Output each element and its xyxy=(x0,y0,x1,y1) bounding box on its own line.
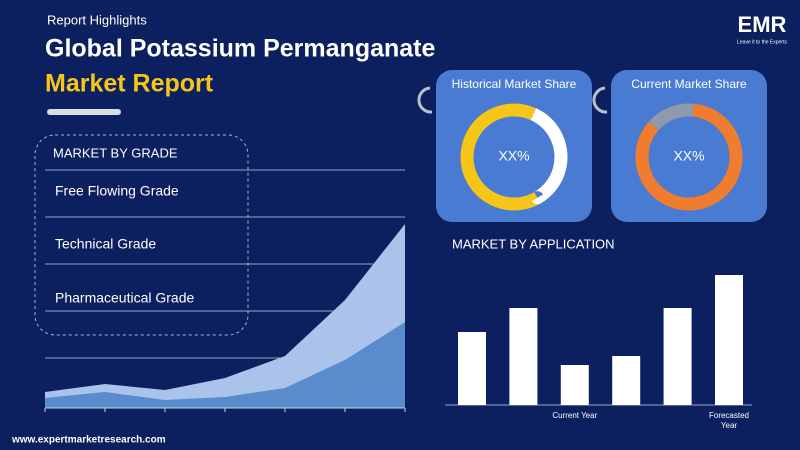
logo-tagline: Leave it to the Experts xyxy=(737,39,787,45)
cycle-icon xyxy=(417,86,433,114)
donut-segment xyxy=(635,103,743,211)
donut-panels: Historical Market Share XX% Current Market… xyxy=(417,70,767,222)
bar xyxy=(715,275,743,405)
grade-item: Technical Grade xyxy=(55,236,156,252)
grade-item: Free Flowing Grade xyxy=(55,183,179,199)
donut-label: XX% xyxy=(498,148,529,164)
grade-item: Pharmaceutical Grade xyxy=(55,290,195,306)
bar-chart xyxy=(458,275,743,405)
grade-box xyxy=(34,134,249,336)
bar xyxy=(458,332,486,405)
area-chart xyxy=(44,224,406,412)
grade-title: MARKET BY GRADE xyxy=(53,145,178,160)
donut-label: XX% xyxy=(673,148,704,164)
bar xyxy=(560,365,589,405)
title-highlight: Market Report xyxy=(45,70,214,98)
donut-title: Current Market Share xyxy=(631,77,747,91)
x-tick-label: Forecasted Year xyxy=(708,411,750,430)
title-underline xyxy=(47,109,121,115)
bar xyxy=(612,356,641,405)
title: Global Potassium Permanganate xyxy=(45,35,435,63)
x-tick-label: Current Year xyxy=(552,411,598,420)
kicker: Report Highlights xyxy=(47,12,147,27)
bar xyxy=(663,308,692,405)
bar xyxy=(509,308,538,405)
donut-title: Historical Market Share xyxy=(452,77,577,91)
area xyxy=(45,224,405,408)
donut-segment xyxy=(460,103,568,211)
logo: EMR xyxy=(738,12,787,37)
footer-url: www.expertmarketresearch.com xyxy=(11,435,166,446)
cycle-icon xyxy=(592,86,608,114)
area xyxy=(45,322,405,408)
application-title: MARKET BY APPLICATION xyxy=(452,236,615,251)
